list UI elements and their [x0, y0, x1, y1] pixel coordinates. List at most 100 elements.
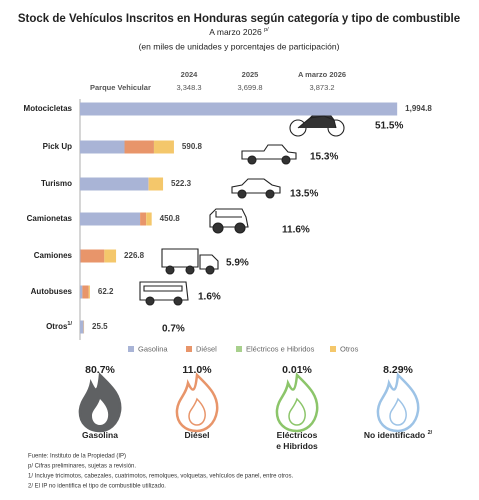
legend-label: Otros [340, 344, 359, 353]
category-mark: 1/ [67, 321, 72, 327]
fleet-year: A marzo 2026 [298, 70, 346, 79]
legend-swatch [330, 346, 336, 352]
total-label: 522.3 [171, 179, 192, 188]
flame-inner [389, 397, 407, 426]
fuel-flame [78, 372, 122, 433]
total-label: 62.2 [98, 287, 114, 296]
bar-segment [80, 249, 105, 263]
legend-label: Diésel [196, 344, 217, 353]
bar-segment [146, 212, 152, 226]
category-text: Autobuses [31, 287, 73, 296]
share-label: 13.5% [290, 189, 318, 200]
note: 1/ Incluye tricimotos, cabezales, cuatri… [28, 474, 293, 480]
total-label: 590.8 [182, 142, 203, 151]
fuel-name: No identificado 2/ [364, 430, 433, 440]
share-label: 11.6% [282, 225, 310, 236]
fuel-share: 80.7% [85, 364, 115, 376]
fuel-name-mark: 2/ [428, 430, 433, 436]
fuel-name-text: Diésel [184, 430, 209, 440]
category-label: Turismo [41, 179, 72, 188]
truck-icon [161, 248, 219, 275]
category-text: Camiones [34, 251, 73, 260]
category-text: Otros [46, 322, 68, 331]
fuel-name: Gasolina [82, 430, 118, 440]
fuel-name-text: No identificado [364, 430, 425, 440]
note: 2/ El IP no identifica el tipo de combus… [28, 484, 166, 490]
category-label: Motocicletas [24, 104, 73, 113]
fleet-value: 3,873.2 [309, 83, 334, 92]
bar-segment [80, 177, 149, 191]
bus-icon [139, 281, 189, 306]
legend-label: Eléctricos e Hibridos [246, 344, 315, 353]
flame-outer [275, 372, 319, 433]
fuel-flame [376, 372, 420, 433]
car-icon [231, 178, 281, 199]
flame-outer [376, 372, 420, 433]
total-label: 25.5 [92, 322, 108, 331]
subtitle-mark: p/ [264, 27, 269, 33]
bar-segment [148, 177, 164, 191]
fuel-share: 11.0% [182, 364, 212, 376]
category-label: Camiones [34, 251, 73, 260]
flame-inner [92, 399, 109, 425]
fleet-value: 3,699.8 [237, 83, 262, 92]
source-note: Fuente: Instituto de la Propiedad (IP) [28, 454, 126, 460]
fuel-name-line: Eléctricos [277, 430, 318, 440]
flame-outer [175, 372, 219, 433]
category-text: Motocicletas [24, 104, 73, 113]
category-label: Otros1/ [46, 321, 72, 331]
bar-segment [80, 285, 83, 299]
fuel-share: 0.01% [282, 364, 312, 376]
category-label: Autobuses [31, 287, 73, 296]
category-label: Pick Up [43, 142, 72, 151]
share-label: 1.6% [198, 292, 221, 303]
chart-title: Stock de Vehículos Inscritos en Honduras… [18, 13, 460, 25]
fuel-name: Eléctricos e Hibridos [276, 430, 318, 451]
legend-swatch [128, 346, 134, 352]
bar-segment [80, 102, 398, 116]
suv-icon [209, 208, 249, 234]
fuel-share: 8.29% [383, 364, 413, 376]
note: p/ Cifras preliminares, sujetas a revisi… [28, 464, 136, 470]
fleet-value: 3,348.3 [176, 83, 201, 92]
units-note: (en miles de unidades y porcentajes de p… [139, 41, 340, 51]
share-label: 5.9% [226, 258, 249, 269]
total-label: 226.8 [124, 251, 145, 260]
fuel-name-line: e Hibridos [276, 441, 318, 451]
bar-segment [140, 212, 147, 226]
share-label: 51.5% [375, 121, 403, 132]
fuel-name-text: Gasolina [82, 430, 118, 440]
share-label: 0.7% [162, 324, 185, 335]
fleet-year: 2024 [181, 70, 199, 79]
fleet-label: Parque Vehicular [90, 83, 151, 92]
subtitle-text: A marzo 2026 [209, 27, 264, 37]
category-label: Camionetas [27, 214, 73, 223]
pickup-icon [241, 144, 297, 165]
fuel-flame [275, 372, 319, 433]
share-label: 15.3% [310, 152, 338, 163]
total-label: 450.8 [160, 214, 181, 223]
flame-inner [188, 397, 206, 426]
fuel-name: Diésel [184, 430, 209, 440]
bar-segment [154, 140, 174, 154]
category-text: Turismo [41, 179, 72, 188]
legend-swatch [236, 346, 242, 352]
bar-segment [82, 285, 89, 299]
flame-inner [288, 397, 306, 426]
bar-segment [88, 285, 90, 299]
category-text: Camionetas [27, 214, 73, 223]
motorcycle-icon [289, 111, 345, 137]
bar-segment [124, 140, 154, 154]
bar-segment [80, 320, 84, 334]
bar-segment [104, 249, 117, 263]
fleet-year: 2025 [242, 70, 259, 79]
fuel-flame [175, 372, 219, 433]
legend-swatch [186, 346, 192, 352]
bar-segment [80, 140, 125, 154]
category-text: Pick Up [43, 142, 72, 151]
bar-segment [80, 212, 141, 226]
total-label: 1,994.8 [405, 104, 432, 113]
legend-label: Gasolina [138, 344, 168, 353]
subtitle: A marzo 2026 p/ [209, 27, 269, 37]
